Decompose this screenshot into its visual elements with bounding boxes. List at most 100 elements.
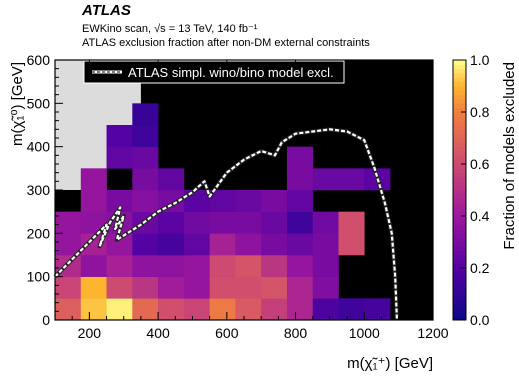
colorbar-segment bbox=[453, 94, 466, 100]
colorbar-segment bbox=[453, 268, 466, 273]
heatmap-cell bbox=[106, 298, 133, 320]
heatmap-cell bbox=[364, 298, 391, 320]
heatmap-cell bbox=[261, 233, 288, 256]
colorbar-segment bbox=[453, 73, 466, 78]
heatmap-cell bbox=[312, 233, 339, 256]
heatmap-cell bbox=[80, 190, 107, 212]
colorbar-segment bbox=[453, 198, 466, 204]
heatmap-cell bbox=[158, 298, 185, 320]
heatmap-cell bbox=[132, 298, 159, 320]
colorbar-segment bbox=[453, 112, 466, 117]
heatmap-cell bbox=[338, 168, 365, 191]
heatmap-cell bbox=[183, 276, 210, 299]
colorbar-segment bbox=[453, 255, 466, 260]
heatmap-cell bbox=[158, 168, 185, 191]
heatmap-cell bbox=[55, 298, 82, 320]
colorbar-segment bbox=[453, 60, 466, 65]
x-tick-label: 600 bbox=[215, 325, 239, 341]
heatmap-cell bbox=[286, 276, 314, 299]
heatmap-cell bbox=[235, 211, 262, 234]
colorbar-segment bbox=[453, 81, 466, 87]
colorbar-segment bbox=[453, 99, 466, 104]
heatmap-cell bbox=[80, 168, 107, 191]
heatmap-cell bbox=[235, 233, 262, 256]
x-tick-label: 1000 bbox=[349, 325, 380, 341]
colorbar-segment bbox=[453, 285, 466, 291]
heatmap-cell bbox=[132, 125, 159, 147]
heatmap-cell bbox=[209, 255, 236, 277]
heatmap-cell bbox=[312, 168, 339, 191]
heatmap-cell bbox=[286, 255, 314, 277]
heatmap-cell bbox=[286, 298, 314, 320]
heatmap-cell bbox=[80, 298, 107, 320]
heatmap-cell bbox=[132, 103, 159, 126]
colorbar-segment bbox=[453, 194, 466, 200]
heatmap-cell bbox=[338, 298, 365, 320]
heatmap-cell bbox=[286, 211, 314, 234]
colorbar-segment bbox=[453, 146, 466, 152]
colorbar-segment bbox=[453, 77, 466, 83]
colorbar-segment bbox=[453, 107, 466, 113]
colorbar-segment bbox=[453, 233, 466, 239]
heatmap-cell bbox=[106, 190, 133, 212]
heatmap-cell bbox=[106, 146, 133, 169]
heatmap-cell bbox=[55, 211, 82, 234]
heatmap-cell bbox=[261, 211, 288, 234]
colorbar-tick-label: 0.4 bbox=[470, 208, 490, 224]
heatmap-cell bbox=[261, 298, 288, 320]
heatmap-cell bbox=[132, 233, 159, 256]
colorbar-segment bbox=[453, 177, 466, 182]
colorbar-segment bbox=[453, 103, 466, 109]
heatmap-cell bbox=[158, 211, 185, 234]
heatmap-cell bbox=[132, 146, 159, 169]
colorbar-segment bbox=[453, 311, 466, 317]
colorbar-segment bbox=[453, 129, 466, 135]
legend-box bbox=[83, 60, 345, 84]
colorbar-segment bbox=[453, 86, 466, 91]
colorbar-segment bbox=[453, 90, 466, 96]
colorbar-segment bbox=[453, 224, 466, 230]
heatmap-cell bbox=[158, 233, 185, 256]
colorbar-segment bbox=[453, 229, 466, 234]
colorbar-segment bbox=[453, 315, 466, 321]
colorbar-tick-label: 0.0 bbox=[470, 312, 490, 328]
heatmap-cell bbox=[261, 190, 288, 212]
constraint-description: ATLAS exclusion fraction after non-DM ex… bbox=[82, 37, 370, 49]
colorbar-segment bbox=[453, 289, 466, 295]
heatmap-cell bbox=[106, 125, 133, 147]
colorbar-segment bbox=[453, 172, 466, 178]
heatmap-cell bbox=[209, 190, 236, 212]
heatmap-cell bbox=[338, 233, 365, 256]
colorbar-segment bbox=[453, 116, 466, 122]
colorbar-segment bbox=[453, 246, 466, 252]
y-tick-label: 300 bbox=[27, 182, 51, 198]
heatmap-cell bbox=[106, 276, 133, 299]
colorbar-segment bbox=[453, 120, 466, 126]
heatmap-cell bbox=[132, 255, 159, 277]
y-tick-label: 400 bbox=[27, 139, 51, 155]
heatmap-cell bbox=[183, 211, 210, 234]
heatmap-cell bbox=[132, 168, 159, 191]
heatmap-cell bbox=[286, 190, 314, 212]
heatmap-cell bbox=[235, 255, 262, 277]
heatmap-cell bbox=[183, 298, 210, 320]
heatmap-cell bbox=[286, 233, 314, 256]
y-axis-label: m(χ̃₁⁰) [GeV] bbox=[9, 62, 26, 146]
heatmap-cell bbox=[235, 190, 262, 212]
scan-description: EWKino scan, √s = 13 TeV, 140 fb⁻¹ bbox=[82, 23, 258, 35]
colorbar-segment bbox=[453, 168, 466, 174]
colorbar-tick-label: 0.8 bbox=[470, 104, 490, 120]
x-tick-label: 1200 bbox=[417, 325, 448, 341]
heatmap-cell bbox=[312, 211, 339, 234]
colorbar-segment bbox=[453, 64, 466, 70]
heatmap-cell bbox=[209, 211, 236, 234]
colorbar-segment bbox=[453, 159, 466, 165]
colorbar-segment bbox=[453, 151, 466, 156]
colorbar-segment bbox=[453, 185, 466, 191]
colorbar-segment bbox=[453, 298, 466, 304]
colorbar-segment bbox=[453, 155, 466, 161]
x-tick-label: 800 bbox=[284, 325, 308, 341]
colorbar-segment bbox=[453, 272, 466, 278]
colorbar-segment bbox=[453, 250, 466, 256]
heatmap-cell bbox=[158, 255, 185, 277]
